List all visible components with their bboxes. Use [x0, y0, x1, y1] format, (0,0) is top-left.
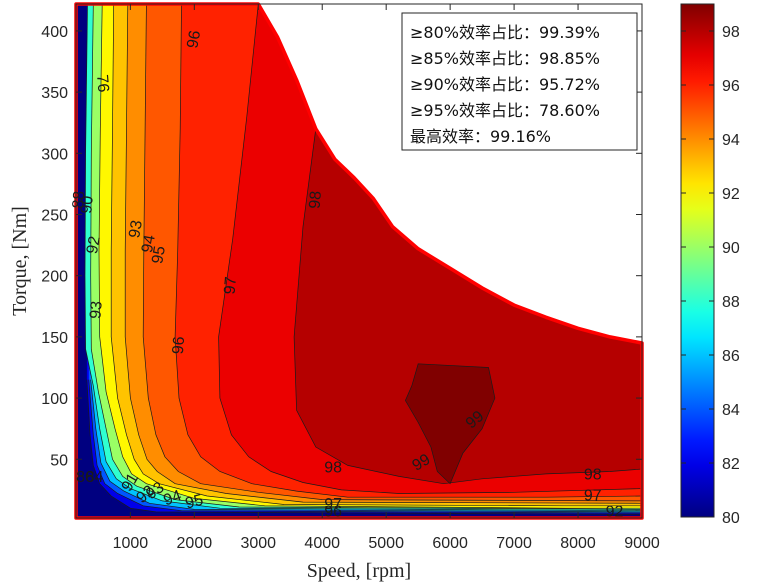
contour-line-92 — [98, 4, 642, 509]
contour-label: 94 — [139, 234, 159, 255]
contour-label: 98 — [584, 467, 602, 484]
contour-label: 96 — [324, 503, 342, 520]
x-tick-label: 4000 — [304, 535, 340, 552]
y-tick-label: 350 — [41, 85, 68, 102]
x-tick-label: 5000 — [368, 535, 404, 552]
y-axis-ticks: 50 100 150 200 250 300 350 400 — [41, 24, 642, 469]
contour-label: 91 — [119, 470, 143, 494]
contour-label: 99 — [409, 451, 433, 475]
colorbar-tick-label: 88 — [722, 294, 740, 311]
colorbar: 80 82 84 86 88 90 92 94 96 98 — [680, 3, 740, 527]
axes-frame — [75, 3, 643, 519]
contour-label: 93 — [87, 300, 105, 319]
colorbar-tick-label: 82 — [722, 456, 740, 473]
colorbar-tick-label: 90 — [722, 240, 740, 257]
contour-line-99 — [405, 363, 496, 485]
contour-label: 92 — [606, 503, 624, 520]
contour-label: 86 — [76, 469, 94, 486]
contour-line-95 — [142, 4, 642, 502]
contour-label: 98 — [324, 459, 342, 476]
stats-line-90: ≥90%效率占比：95.72% — [410, 75, 600, 94]
contour-line-86 — [90, 379, 642, 513]
contour-line-94 — [124, 4, 642, 504]
contour-label: 94 — [161, 487, 184, 509]
x-axis-label: Speed, [rpm] — [307, 560, 411, 582]
colorbar-tick-label: 92 — [722, 186, 740, 203]
contour-label: 98 — [307, 190, 325, 209]
contour-label: 95 — [149, 245, 169, 266]
contour-line-82 — [86, 379, 642, 515]
stats-line-80: ≥80%效率占比：99.39% — [410, 23, 600, 42]
contour-label: 76 — [93, 74, 111, 93]
y-tick-label: 300 — [41, 146, 68, 163]
y-tick-label: 50 — [50, 452, 68, 469]
contour-line-98 — [293, 128, 642, 485]
contour-label: 97 — [222, 276, 240, 295]
torque-envelope-outline — [74, 2, 644, 520]
colorbar-tick-label: 86 — [722, 348, 740, 365]
stats-box: ≥80%效率占比：99.39% ≥85%效率占比：98.85% ≥90%效率占比… — [401, 12, 638, 151]
x-tick-label: 3000 — [240, 535, 276, 552]
colorbar-gradient — [680, 3, 715, 518]
contour-label: 97 — [584, 488, 602, 505]
x-tick-label: 2000 — [177, 535, 213, 552]
contour-label: 96 — [184, 29, 204, 50]
colorbar-ticks: 80 82 84 86 88 90 92 94 96 98 — [681, 24, 740, 527]
stats-line-max: 最高效率：99.16% — [410, 127, 551, 146]
x-tick-label: 8000 — [560, 535, 596, 552]
y-tick-label: 150 — [41, 330, 68, 347]
colorbar-tick-label: 80 — [722, 510, 740, 527]
y-tick-label: 250 — [41, 207, 68, 224]
contour-label: 96 — [170, 336, 188, 355]
contour-line-96 — [174, 4, 642, 498]
contour-label: 84 — [86, 469, 104, 486]
stats-box-frame — [401, 12, 638, 151]
contour-label: 97 — [324, 496, 342, 513]
contour-label: 93 — [126, 219, 146, 240]
contour-label: 95 — [184, 492, 206, 513]
contour-label: 88 — [70, 190, 88, 209]
x-axis-ticks: 1000 2000 3000 4000 5000 6000 7000 8000 9000 — [113, 4, 660, 552]
stats-line-85: ≥85%效率占比：98.85% — [410, 49, 600, 68]
y-tick-label: 400 — [41, 24, 68, 41]
contour-band-99 — [405, 363, 495, 484]
y-axis-label: Torque, [Nm] — [9, 206, 31, 316]
colorbar-tick-label: 98 — [722, 24, 740, 41]
contour-line-97 — [218, 4, 642, 494]
stats-line-95: ≥95%效率占比：78.60% — [410, 101, 600, 120]
colorbar-tick-label: 84 — [722, 402, 740, 419]
contour-line-88 — [84, 4, 642, 512]
x-tick-label: 6000 — [432, 535, 468, 552]
contour-label: 92 — [84, 235, 104, 256]
colorbar-tick-label: 96 — [722, 78, 740, 95]
x-tick-label: 1000 — [113, 535, 149, 552]
contour-label: 90 — [78, 195, 96, 214]
y-tick-label: 200 — [41, 269, 68, 286]
contour-line-84 — [88, 379, 642, 514]
x-tick-label: 7000 — [496, 535, 532, 552]
x-tick-label: 9000 — [624, 535, 660, 552]
y-tick-label: 100 — [41, 391, 68, 408]
colorbar-tick-label: 94 — [722, 132, 740, 149]
contour-line-layer — [84, 4, 642, 515]
contour-line-90 — [90, 4, 642, 510]
contour-line-93 — [110, 4, 642, 507]
